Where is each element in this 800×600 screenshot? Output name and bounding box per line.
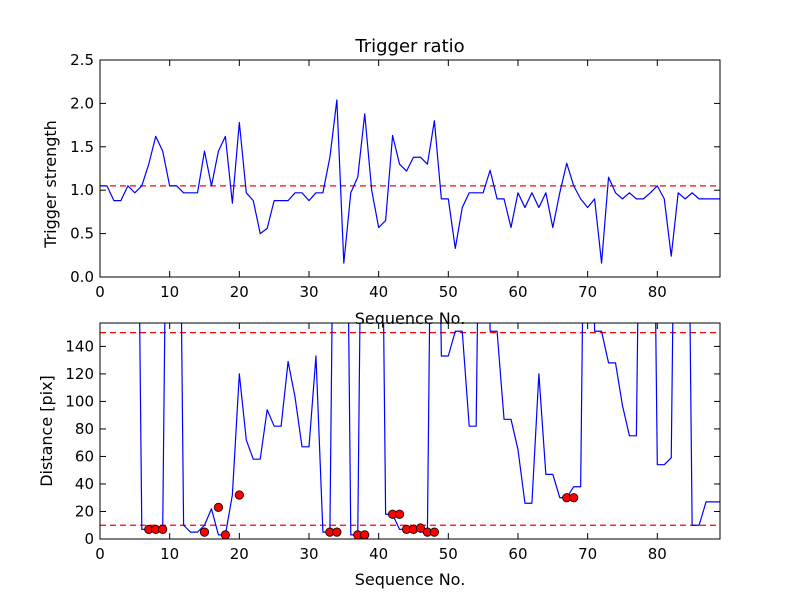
trigger-x-tick-label-7: 70 [578,283,597,301]
distance-marker-12 [394,509,405,519]
trigger-y-tick-label-4: 2.0 [70,94,94,112]
distance-y-tick-label-4: 80 [75,420,94,438]
trigger-x-tick-label-8: 80 [648,283,667,301]
distance-y-tick-label-5: 100 [65,392,94,410]
distance-x-tick-label-3: 30 [299,545,318,563]
distance-x-tick-label-0: 0 [95,545,105,563]
distance-x-tick-label-8: 80 [648,545,667,563]
distance-marker-8 [332,527,342,537]
distance-marker-3 [199,527,210,537]
distance-marker-5 [220,530,230,539]
distance-chart: 0 10 20 30 40 50 60 70 80 0 20 40 60 80 100 120 140 Sequ… [37,322,721,589]
trigger-x-tick-label-4: 40 [369,283,388,301]
trigger-x-tick-label-6: 60 [508,283,527,301]
distance-marker-15 [415,523,426,533]
distance-marker-4 [213,502,224,512]
trigger-x-tick-label-2: 20 [230,283,249,301]
trigger-plot-frame [99,59,721,278]
distance-marker-2 [158,524,168,534]
distance-y-tick-label-6: 120 [65,365,94,383]
distance-y-axis-label: Distance [pix] [37,375,56,487]
trigger-y-tick-label-5: 2.5 [70,51,94,69]
distance-y-tick-label-3: 60 [75,447,94,465]
distance-x-tick-label-6: 60 [508,545,527,563]
distance-y-tick-label-0: 0 [84,530,94,548]
trigger-y-axis-label: Trigger strength [41,120,60,249]
trigger-chart-title: Trigger ratio [354,36,464,57]
trigger-y-tick-label-2: 1.0 [70,181,94,199]
distance-marker-6 [234,490,244,500]
trigger-y-tick-label-3: 1.5 [70,138,94,156]
trigger-x-tick-label-1: 10 [160,283,179,301]
trigger-x-tick-label-5: 50 [439,283,458,301]
distance-y-tick-label-2: 40 [75,475,94,493]
distance-x-tick-label-5: 50 [439,545,458,563]
trigger-x-tick-label-3: 30 [299,283,318,301]
trigger-plot-area: 0 10 20 30 40 50 60 70 80 0.0 0.5 1.0 1.5 2.0 2.5 [70,51,721,301]
distance-x-axis-label: Sequence No. [355,570,466,589]
distance-x-tick-label-7: 70 [578,545,597,563]
trigger-x-tick-label-0: 0 [95,283,105,301]
distance-series-group [100,323,720,539]
distance-plot-frame [99,322,721,540]
trigger-chart: Trigger ratio 0 10 20 30 40 50 60 70 80 0.0 0.5 1.0… [41,36,721,328]
distance-y-tick-label-1: 20 [75,502,94,520]
distance-marker-19 [569,493,579,503]
distance-x-tick-label-1: 10 [160,545,179,563]
distance-marker-17 [429,527,439,537]
distance-x-tick-label-4: 40 [369,545,388,563]
distance-plot-area: 0 10 20 30 40 50 60 70 80 0 20 40 60 80 100 120 140 [65,322,721,563]
trigger-series-line-0 [100,99,720,264]
trigger-y-tick-label-0: 0.0 [70,268,94,286]
distance-marker-10 [360,530,370,539]
distance-y-tick-label-7: 140 [65,337,94,355]
trigger-series-group [100,99,720,264]
trigger-y-tick-label-1: 0.5 [70,225,94,243]
distance-x-tick-label-2: 20 [230,545,249,563]
